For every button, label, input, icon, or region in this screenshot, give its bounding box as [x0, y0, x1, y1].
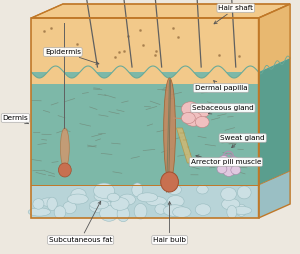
Ellipse shape	[218, 156, 230, 166]
Ellipse shape	[40, 198, 56, 206]
Ellipse shape	[237, 186, 251, 199]
Polygon shape	[259, 58, 290, 185]
Ellipse shape	[182, 113, 195, 124]
Ellipse shape	[194, 105, 210, 117]
Polygon shape	[259, 171, 290, 218]
Ellipse shape	[221, 187, 236, 201]
Ellipse shape	[117, 206, 129, 222]
Polygon shape	[31, 72, 259, 185]
Ellipse shape	[47, 197, 57, 211]
Ellipse shape	[58, 163, 71, 177]
Text: Subcutaneous fat: Subcutaneous fat	[49, 201, 112, 243]
Ellipse shape	[217, 165, 227, 173]
Ellipse shape	[94, 191, 117, 202]
Ellipse shape	[195, 116, 209, 128]
Text: Sweat gland: Sweat gland	[220, 135, 265, 148]
Ellipse shape	[28, 208, 50, 216]
Ellipse shape	[228, 157, 240, 167]
Ellipse shape	[132, 183, 143, 197]
Polygon shape	[31, 18, 259, 72]
Ellipse shape	[68, 194, 88, 204]
Text: Arrector pili muscle: Arrector pili muscle	[190, 155, 261, 165]
Ellipse shape	[227, 205, 237, 219]
Text: Hair shaft: Hair shaft	[214, 5, 253, 24]
Ellipse shape	[100, 206, 118, 221]
Ellipse shape	[33, 199, 44, 209]
Ellipse shape	[119, 194, 136, 205]
Ellipse shape	[182, 102, 199, 116]
Ellipse shape	[111, 198, 129, 210]
Text: Sebaceous gland: Sebaceous gland	[192, 105, 254, 114]
Text: Dermis: Dermis	[3, 115, 28, 124]
Polygon shape	[176, 128, 193, 163]
Ellipse shape	[134, 203, 147, 219]
Ellipse shape	[95, 199, 112, 213]
Text: Hair bulb: Hair bulb	[153, 202, 186, 243]
Ellipse shape	[164, 78, 175, 182]
Polygon shape	[259, 4, 290, 72]
Ellipse shape	[232, 207, 252, 214]
Ellipse shape	[184, 112, 202, 126]
Ellipse shape	[63, 201, 76, 214]
Text: Epidermis: Epidermis	[45, 49, 99, 64]
Ellipse shape	[54, 206, 66, 219]
Ellipse shape	[60, 128, 69, 168]
Ellipse shape	[107, 193, 120, 201]
Ellipse shape	[196, 185, 208, 194]
Ellipse shape	[155, 204, 166, 214]
Ellipse shape	[161, 172, 178, 192]
Ellipse shape	[195, 204, 211, 215]
Ellipse shape	[163, 205, 186, 216]
Ellipse shape	[89, 202, 109, 213]
Ellipse shape	[223, 166, 235, 176]
Ellipse shape	[231, 166, 241, 174]
Ellipse shape	[222, 198, 240, 210]
Ellipse shape	[71, 189, 86, 200]
Ellipse shape	[167, 185, 182, 195]
Polygon shape	[31, 185, 259, 218]
Text: Dermal papilla: Dermal papilla	[195, 81, 247, 91]
Ellipse shape	[146, 197, 166, 206]
Ellipse shape	[137, 193, 158, 202]
Ellipse shape	[172, 207, 191, 217]
Ellipse shape	[236, 204, 246, 216]
Ellipse shape	[94, 183, 115, 198]
Ellipse shape	[167, 196, 184, 207]
Polygon shape	[31, 4, 290, 18]
Ellipse shape	[90, 200, 109, 209]
